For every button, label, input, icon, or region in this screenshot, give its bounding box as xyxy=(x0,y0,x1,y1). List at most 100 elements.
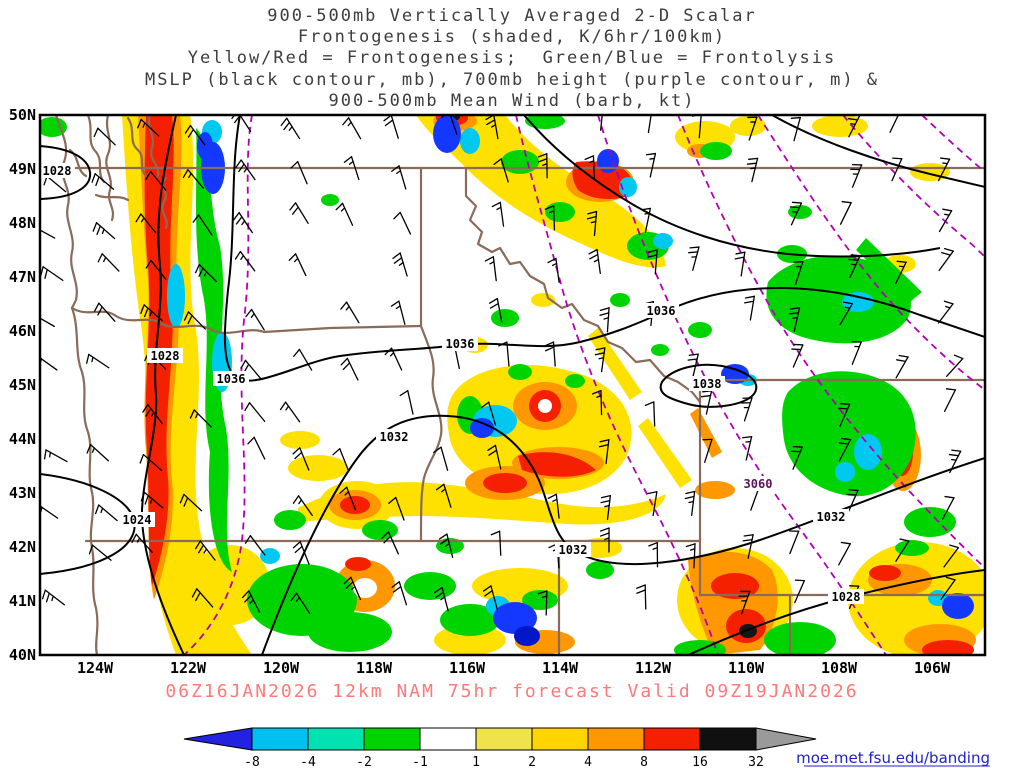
colorbar-tick-label: -4 xyxy=(300,755,316,768)
wind-barb xyxy=(43,590,65,605)
wind-barb xyxy=(839,542,851,564)
wind-barb xyxy=(41,267,63,281)
shading-blob xyxy=(274,510,306,530)
shading-blob xyxy=(586,561,614,579)
wind-barb xyxy=(235,252,254,271)
wind-barb xyxy=(689,247,699,270)
lat-label: 45N xyxy=(9,376,36,394)
shading-blob xyxy=(565,374,585,388)
contour-label: 1028 xyxy=(43,164,72,178)
shading-blob xyxy=(869,565,901,581)
shading-blob xyxy=(651,344,669,356)
shading-blob xyxy=(835,462,855,482)
shading-blob xyxy=(288,455,348,481)
shading-blob xyxy=(688,322,712,338)
contour-label: 3060 xyxy=(744,477,773,491)
wind-barb xyxy=(341,302,359,323)
wind-barb xyxy=(289,254,306,276)
wind-barb xyxy=(795,580,805,603)
shading-blob xyxy=(321,194,339,206)
contour-label: 1028 xyxy=(832,590,861,604)
shading-blob xyxy=(700,142,732,160)
contour-label: 1036 xyxy=(217,372,246,386)
wind-barb xyxy=(280,402,299,422)
colorbar-tick-label: 8 xyxy=(640,755,648,768)
wind-barb xyxy=(947,355,963,376)
title-line-1: 900-500mb Vertically Averaged 2-D Scalar xyxy=(267,6,756,26)
colorbar-tick-label: 1 xyxy=(472,755,480,768)
shading-blob xyxy=(638,418,692,488)
colorbar-segment xyxy=(420,728,476,750)
colorbar-segment xyxy=(588,728,644,750)
wind-barb xyxy=(939,249,953,271)
shading-blob xyxy=(538,399,552,413)
title-line-2: Frontogenesis (shaded, K/6hr/100km) xyxy=(298,27,726,47)
shading-blob xyxy=(508,364,532,380)
wind-barb xyxy=(290,203,308,223)
wind-barb xyxy=(291,162,307,184)
lat-label: 47N xyxy=(9,268,36,286)
title-line-4: MSLP (black contour, mb), 700mb height (… xyxy=(145,70,879,90)
colorbar-segment xyxy=(308,728,364,750)
weather-chart: 900-500mb Vertically Averaged 2-D Scalar… xyxy=(0,0,1024,768)
wind-barb xyxy=(35,356,57,370)
lon-label: 122W xyxy=(170,659,207,677)
colorbar-segment xyxy=(364,728,420,750)
wind-barb xyxy=(87,354,109,367)
border-wa-or-columbia xyxy=(72,308,421,333)
wind-barb xyxy=(45,450,67,462)
wind-barb xyxy=(600,308,609,332)
lat-label: 40N xyxy=(9,646,36,664)
wind-barb xyxy=(492,202,503,226)
wind-barb xyxy=(391,301,404,324)
colorbar-segment xyxy=(700,728,756,750)
wind-barb xyxy=(745,296,755,320)
shading-blob xyxy=(340,496,370,514)
wind-barb xyxy=(491,531,500,555)
wind-barb xyxy=(790,531,799,554)
shading-blob xyxy=(514,626,540,646)
title-block: 900-500mb Vertically Averaged 2-D Scalar… xyxy=(145,6,879,111)
wind-barb xyxy=(637,585,646,609)
colorbar-left-arrow xyxy=(184,728,252,750)
credit-link[interactable]: moe.met.fsu.edu/banding xyxy=(796,749,990,767)
map-area: 1028102810361036103610321038306010321032… xyxy=(32,106,992,660)
wind-barb xyxy=(94,128,115,145)
contour-label: 1038 xyxy=(693,377,722,391)
colorbar-segment xyxy=(476,728,532,750)
shading-blob xyxy=(345,557,371,571)
lon-label: 124W xyxy=(77,659,114,677)
wind-barb xyxy=(499,342,509,366)
wind-barb xyxy=(735,252,745,276)
shading-blob xyxy=(404,572,456,600)
title-line-3: Yellow/Red = Frontogenesis; Green/Blue =… xyxy=(188,48,836,68)
shading-blob xyxy=(690,408,722,458)
wind-barb xyxy=(945,389,956,411)
wind-barb xyxy=(852,342,861,365)
mslp-contour xyxy=(772,115,985,187)
lat-label: 42N xyxy=(9,538,36,556)
wind-barb xyxy=(643,109,652,133)
lon-label: 120W xyxy=(263,659,300,677)
colorbar-tick-label: -1 xyxy=(412,755,428,768)
lat-label: 48N xyxy=(9,214,36,232)
wind-barb xyxy=(343,118,361,139)
wind-barb xyxy=(685,492,694,516)
contour-label: 1036 xyxy=(647,304,676,318)
wind-barb xyxy=(548,258,559,282)
wind-barb xyxy=(589,250,600,274)
wind-barb xyxy=(646,154,655,177)
contour-label: 1028 xyxy=(151,349,180,363)
wind-barb xyxy=(896,355,908,377)
wind-barb xyxy=(246,310,264,330)
colorbar-tick-label: -2 xyxy=(356,755,372,768)
lon-label: 110W xyxy=(728,659,765,677)
wind-barb xyxy=(341,358,358,380)
lat-label: 50N xyxy=(9,106,36,124)
wind-barb xyxy=(392,166,406,189)
colorbar-right-arrow xyxy=(756,728,816,750)
colorbar-tick-label: 2 xyxy=(528,755,536,768)
colorbar-tick-label: -8 xyxy=(244,755,260,768)
lat-label: 41N xyxy=(9,592,36,610)
lat-label: 44N xyxy=(9,430,36,448)
